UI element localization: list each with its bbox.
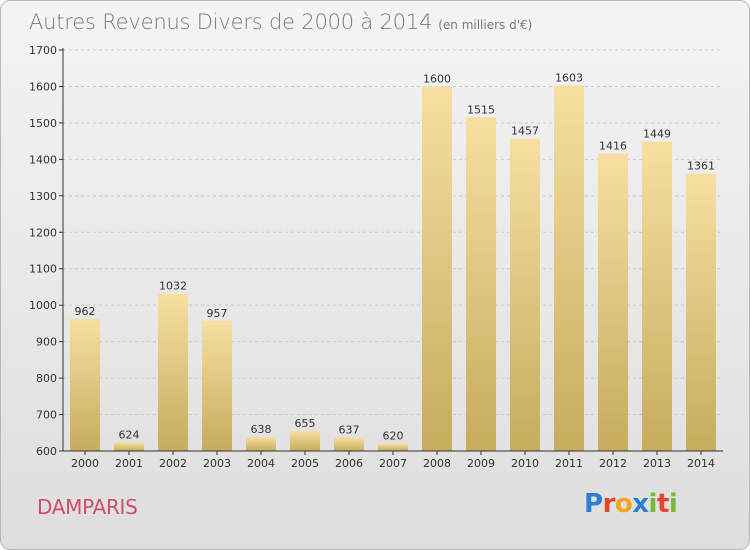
data-label: 620 (383, 430, 404, 443)
data-label: 655 (295, 417, 316, 430)
y-tick-label: 1200 (29, 226, 57, 239)
y-tick-label: 1700 (29, 44, 57, 57)
x-tick-label: 2014 (687, 457, 715, 470)
y-tick-label: 900 (36, 336, 57, 349)
data-label: 1449 (643, 128, 671, 141)
x-tick-label: 2004 (247, 457, 275, 470)
logo-letter: t (656, 489, 669, 519)
bar (290, 430, 320, 451)
proxiti-logo: Proxiti (584, 489, 678, 519)
bar (598, 153, 628, 451)
data-label: 637 (339, 424, 360, 437)
x-tick-label: 2012 (599, 457, 627, 470)
data-label: 638 (251, 423, 272, 436)
x-tick-label: 2007 (379, 457, 407, 470)
x-tick-label: 2008 (423, 457, 451, 470)
logo-letter: P (584, 489, 603, 519)
logo-letter: r (602, 489, 616, 519)
commune-name: DAMPARIS (37, 495, 138, 519)
y-tick-label: 1400 (29, 153, 57, 166)
data-label: 1515 (467, 103, 495, 116)
data-label: 624 (119, 428, 140, 441)
logo-letter: x (632, 489, 649, 519)
bar (334, 437, 364, 451)
bar (510, 138, 540, 452)
x-tick-label: 2000 (71, 457, 99, 470)
bar (70, 319, 100, 451)
y-tick-label: 1100 (29, 263, 57, 276)
x-tick-label: 2010 (511, 457, 539, 470)
bar (554, 85, 584, 452)
data-label: 1416 (599, 140, 627, 153)
bar (246, 437, 276, 451)
bar (378, 443, 408, 451)
y-tick-label: 1500 (29, 117, 57, 130)
data-label: 962 (75, 305, 96, 318)
x-tick-label: 2002 (159, 457, 187, 470)
bar (642, 141, 672, 451)
y-tick-label: 1600 (29, 80, 57, 93)
y-tick-label: 600 (36, 445, 57, 458)
x-tick-label: 2001 (115, 457, 143, 470)
chart-title-block: Autres Revenus Divers de 2000 à 2014 (en … (29, 10, 532, 34)
data-label: 1361 (687, 160, 715, 173)
logo-letter: i (668, 489, 678, 519)
data-label: 1457 (511, 125, 539, 138)
x-tick-label: 2013 (643, 457, 671, 470)
bar (114, 442, 144, 451)
chart-title: Autres Revenus Divers de 2000 à 2014 (29, 10, 433, 34)
bar (158, 293, 188, 451)
bar (686, 173, 716, 451)
x-tick-label: 2011 (555, 457, 583, 470)
x-tick-label: 2005 (291, 457, 319, 470)
chart-unit: (en milliers d'€) (438, 18, 533, 32)
y-tick-label: 1000 (29, 299, 57, 312)
y-tick-label: 800 (36, 372, 57, 385)
logo-letter: o (614, 489, 633, 519)
x-tick-label: 2006 (335, 457, 363, 470)
y-tick-label: 700 (36, 409, 57, 422)
x-tick-label: 2009 (467, 457, 495, 470)
bar (422, 86, 452, 452)
data-label: 1603 (555, 71, 583, 84)
data-label: 957 (207, 307, 228, 320)
bar (466, 117, 496, 451)
x-tick-label: 2003 (203, 457, 231, 470)
data-label: 1600 (423, 72, 451, 85)
bar (202, 320, 232, 451)
data-label: 1032 (159, 280, 187, 293)
logo-letter: i (648, 489, 658, 519)
y-tick-label: 1300 (29, 190, 57, 203)
